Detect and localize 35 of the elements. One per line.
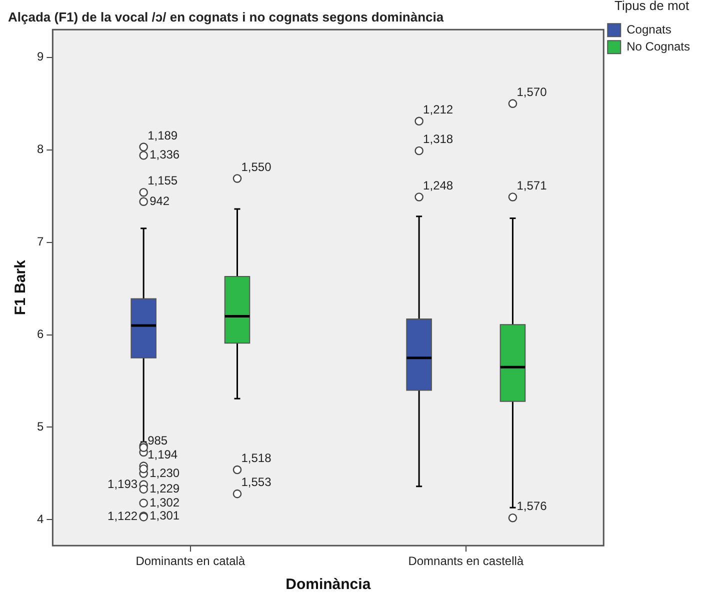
annotation: 1,553 [241,475,272,490]
y-tick-label: 7 [36,234,44,249]
y-tick-label: 8 [36,142,44,156]
annotation: 1,570 [516,84,548,99]
annotation: 1,189 [148,128,178,142]
chart-title: Alçada (F1) de la vocal /ɔ/ en cognats i no cognats segons dominància [8,9,444,24]
legend-label: Cognats [626,22,672,36]
y-tick-label: 6 [36,327,44,342]
annotation: 1,194 [148,447,178,462]
annotation: 942 [150,194,170,208]
annotation: 1,301 [150,508,180,522]
annotation: 1,571 [516,178,548,192]
y-axis-title: F1 Bark [12,259,30,316]
annotation: 1,248 [423,178,454,192]
y-tick-label: 9 [36,50,44,64]
x-tick-label: Dominants en català [136,554,246,568]
annotation: 1,336 [150,148,180,162]
annotation: 1,212 [423,102,454,116]
x-tick-label: Domnants en castellà [408,554,524,568]
annotation: 1,193 [108,476,138,491]
annotation: 1,302 [150,495,180,510]
y-tick-label: 5 [36,420,44,434]
legend-label: No Cognats [626,39,690,54]
legend-title: Tipus de mot [614,0,690,14]
annotation: 1,122 [108,509,138,524]
annotation: 1,155 [148,174,178,188]
annotation: 1,230 [150,466,180,480]
x-axis-title: Dominància [286,576,372,594]
annotation: 985 [148,434,168,448]
annotation: 1,229 [150,482,180,496]
y-tick-label: 4 [36,512,44,526]
annotation: 1,550 [241,160,272,174]
annotation: 1,318 [423,132,454,146]
annotation: 1,576 [516,499,548,514]
annotation: 1,518 [241,451,272,466]
